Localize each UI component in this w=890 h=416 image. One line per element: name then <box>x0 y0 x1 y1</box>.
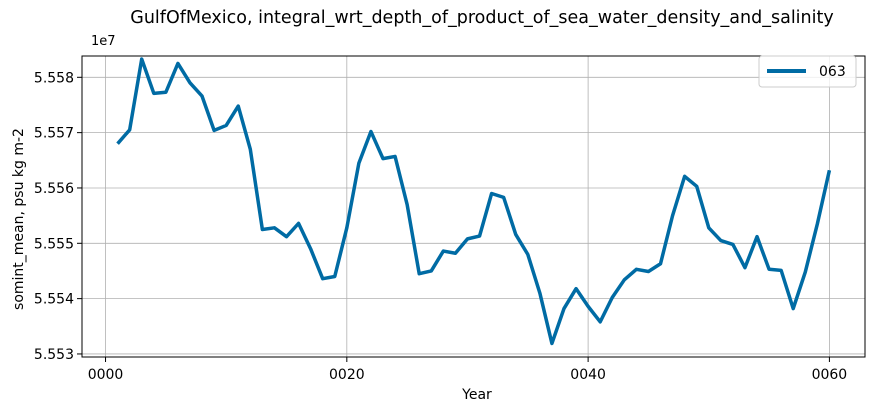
y-tick-label: 5.556 <box>34 181 74 197</box>
axis-ticks: 0000 0020 0040 0060 5.553 5.554 5.555 5.556 5.55… <box>34 70 847 383</box>
legend-label-063: 063 <box>819 64 846 80</box>
x-tick-label: 0040 <box>570 367 606 383</box>
y-tick-label: 5.558 <box>34 70 74 86</box>
plot-area-frame <box>81 55 866 358</box>
legend-box <box>758 55 857 88</box>
series-layer <box>116 57 832 346</box>
chart-title: GulfOfMexico, integral_wrt_depth_of_prod… <box>130 8 833 28</box>
series-line-063 <box>116 57 832 346</box>
y-tick-label: 5.557 <box>34 126 74 142</box>
y-axis-offset-label: 1e7 <box>91 34 116 49</box>
x-tick-label: 0060 <box>812 367 848 383</box>
y-axis-label: somint_mean, psu kg m-2 <box>11 128 27 310</box>
y-tick-label: 5.555 <box>34 236 74 252</box>
legend: 063 <box>758 55 857 88</box>
x-tick-label: 0000 <box>88 367 124 383</box>
x-axis-label: Year <box>461 387 492 403</box>
y-tick-label: 5.553 <box>34 347 74 363</box>
grid <box>82 56 865 357</box>
x-tick-label: 0020 <box>329 367 365 383</box>
y-tick-label: 5.554 <box>34 292 74 308</box>
